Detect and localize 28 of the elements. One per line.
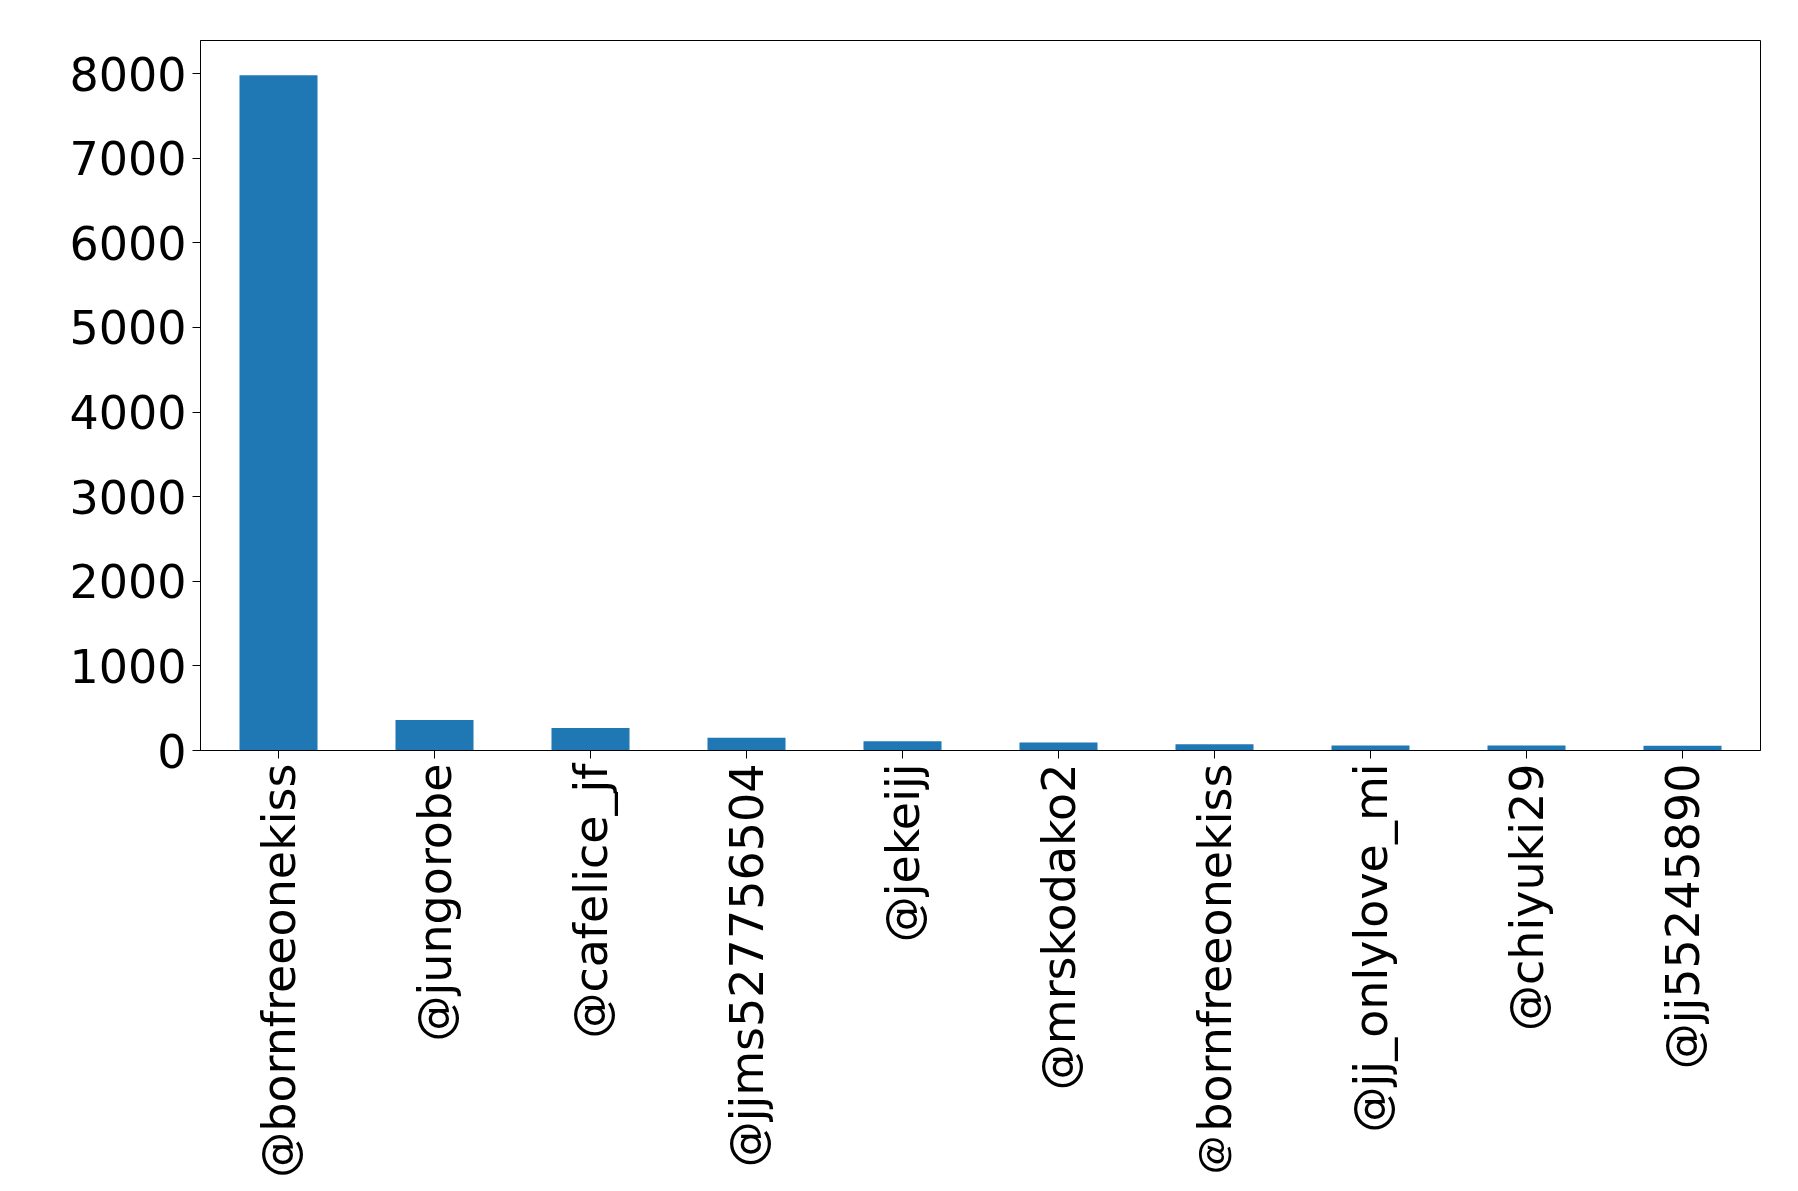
x-tick-label: ＠bornfreeonekiss bbox=[1187, 763, 1242, 1178]
x-tick-label: @cafelice_jf bbox=[563, 761, 618, 1039]
bar bbox=[551, 728, 630, 751]
y-tick-label: 4000 bbox=[69, 386, 187, 440]
x-tick-label: @jungorobe bbox=[407, 763, 462, 1042]
y-tick-label: 6000 bbox=[69, 216, 187, 271]
bar bbox=[1175, 744, 1254, 751]
x-tick-label: @chiyuki29 bbox=[1499, 763, 1554, 1032]
bar bbox=[863, 741, 942, 751]
y-tick-label: 0 bbox=[157, 724, 187, 779]
y-tick-label: 5000 bbox=[69, 301, 187, 356]
x-tick-label: @bornfreeonekiss bbox=[251, 763, 306, 1178]
y-tick-label: 2000 bbox=[69, 555, 187, 610]
bar bbox=[707, 737, 786, 751]
y-tick-label: 8000 bbox=[69, 47, 187, 102]
bar bbox=[1331, 745, 1410, 751]
bar bbox=[1019, 742, 1098, 751]
bar bbox=[395, 720, 474, 751]
x-tick-label: @jjms527756504 bbox=[719, 763, 774, 1168]
y-tick-label: 7000 bbox=[69, 132, 187, 187]
x-tick-label: @jekeijj bbox=[875, 763, 930, 943]
y-tick-label: 1000 bbox=[69, 639, 187, 694]
bar bbox=[1487, 745, 1566, 751]
x-tick-label: @jj55245890 bbox=[1655, 763, 1710, 1070]
y-tick-label: 3000 bbox=[69, 470, 187, 525]
x-tick-label: @mrskodako2 bbox=[1031, 763, 1086, 1091]
x-tick-label: @jj_onlylove_mi bbox=[1343, 763, 1398, 1133]
bar bbox=[239, 75, 318, 751]
